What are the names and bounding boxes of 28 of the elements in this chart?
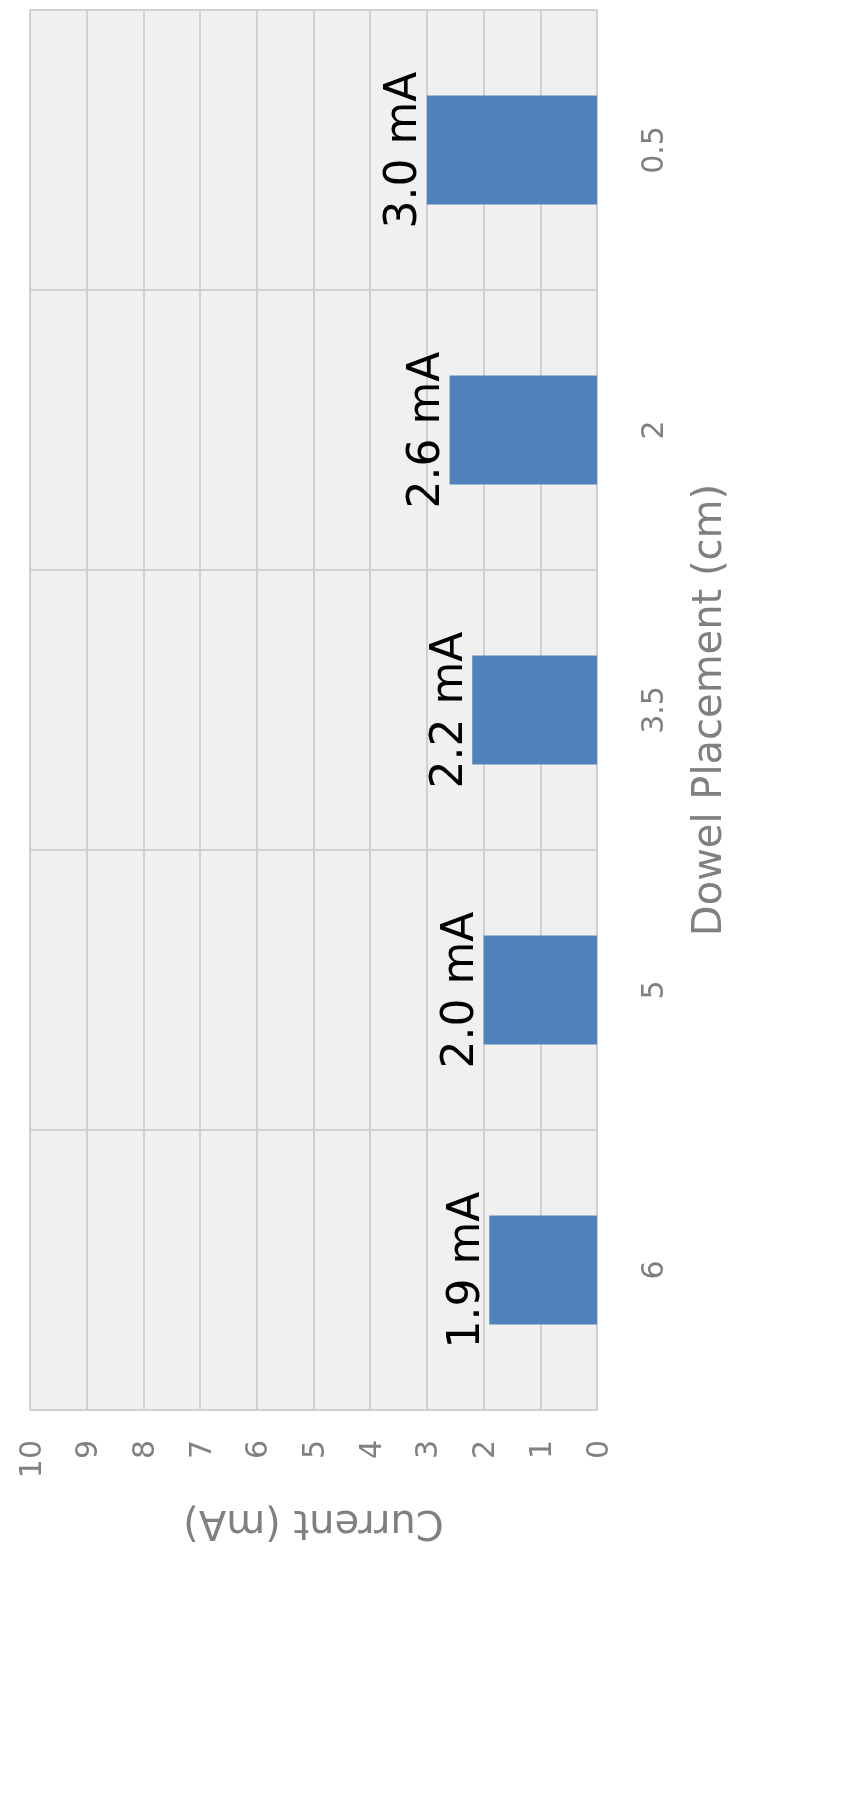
data-label: 2.6 mA [398,351,450,509]
y-tick-label: 6 [634,1260,670,1280]
x-tick-label: 7 [182,1440,218,1460]
x-axis-title: Current (mA) [183,1502,444,1548]
data-label: 3.0 mA [375,71,427,229]
x-tick-label: 10 [12,1440,48,1479]
data-label: 2.2 mA [420,631,472,789]
x-tick-label: 3 [409,1440,445,1460]
x-tick-label: 8 [125,1440,161,1460]
x-tick-label: 9 [69,1440,105,1460]
bar [449,375,597,485]
x-tick-label: 2 [466,1440,502,1460]
y-axis-title: Dowel Placement (cm) [684,483,730,937]
data-label: 2.0 mA [432,911,484,1069]
x-tick-label: 0 [579,1440,615,1460]
x-tick-label: 4 [352,1440,388,1460]
bar [489,1215,597,1325]
y-tick-label: 2 [634,420,670,440]
y-tick-label: 0.5 [634,126,670,174]
y-tick-label: 3.5 [634,686,670,734]
x-tick-label: 6 [239,1440,275,1460]
bar [472,655,597,765]
y-tick-label: 5 [634,980,670,1000]
bar [426,95,597,205]
x-tick-label: 5 [296,1440,331,1460]
bar [483,935,597,1045]
data-label: 1.9 mA [437,1191,489,1349]
x-tick-label: 1 [522,1440,558,1460]
